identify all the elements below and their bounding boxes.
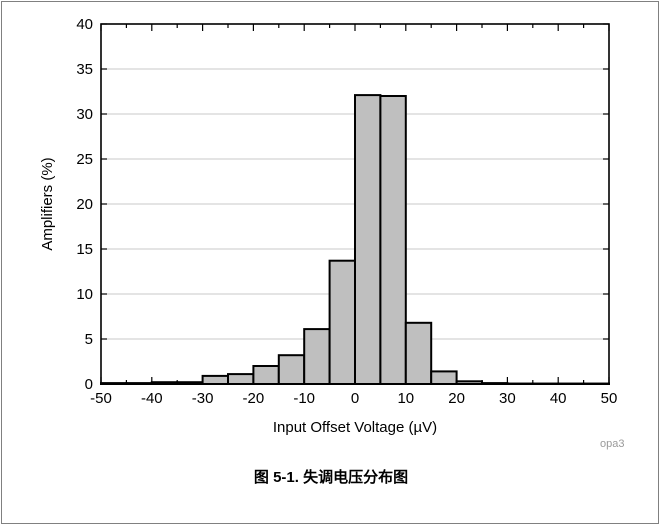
y-tick-label: 25 [76, 151, 93, 168]
x-tick-label: 0 [351, 390, 359, 407]
figure-caption: 图 5-1. 失调电压分布图 [253, 469, 409, 486]
histogram-bar [227, 373, 255, 386]
histogram-bar [404, 321, 433, 385]
y-tick-label: 35 [76, 61, 93, 78]
y-tick-label: 30 [76, 106, 93, 123]
histogram-bar [354, 94, 382, 385]
histogram-bars [100, 94, 610, 386]
y-tick-label: 0 [85, 376, 93, 393]
y-tick-label: 10 [76, 286, 93, 303]
histogram-bar [252, 365, 280, 385]
histogram-bar [328, 259, 357, 386]
histogram-bar [379, 95, 407, 385]
x-tick-label: -30 [192, 390, 214, 407]
histogram-bar [303, 328, 331, 386]
x-tick-label: 30 [499, 390, 516, 407]
y-tick-label: 40 [76, 16, 93, 33]
figure-id-label: opa3 [600, 438, 625, 450]
x-tick-label: 10 [397, 390, 414, 407]
histogram-chart: -50 -40 -30 -20 -10 0 10 20 30 40 50 0 5 10 15 20 25 30 35… [39, 16, 617, 436]
y-tick-label: 20 [76, 196, 93, 213]
y-tick-label: 15 [76, 241, 93, 258]
x-tick-label: -10 [293, 390, 315, 407]
x-tick-label: 50 [601, 390, 618, 407]
histogram-bar [277, 354, 306, 386]
plot-border [100, 23, 610, 385]
tick-labels: -50 -40 -30 -20 -10 0 10 20 30 40 50 0 5 10 15 20 25 30 35… [76, 16, 617, 407]
x-tick-label: -20 [243, 390, 265, 407]
y-axis-title: Amplifiers (%) [39, 157, 56, 250]
x-axis-title: Input Offset Voltage (µV) [273, 419, 437, 436]
y-tick-label: 5 [85, 331, 93, 348]
x-tick-label: 40 [550, 390, 567, 407]
x-tick-label: -40 [141, 390, 163, 407]
x-tick-label: 20 [448, 390, 465, 407]
histogram-bar [201, 374, 230, 385]
x-tick-label: -50 [90, 390, 112, 407]
grid-lines [101, 68, 609, 340]
histogram-bar [430, 370, 458, 385]
